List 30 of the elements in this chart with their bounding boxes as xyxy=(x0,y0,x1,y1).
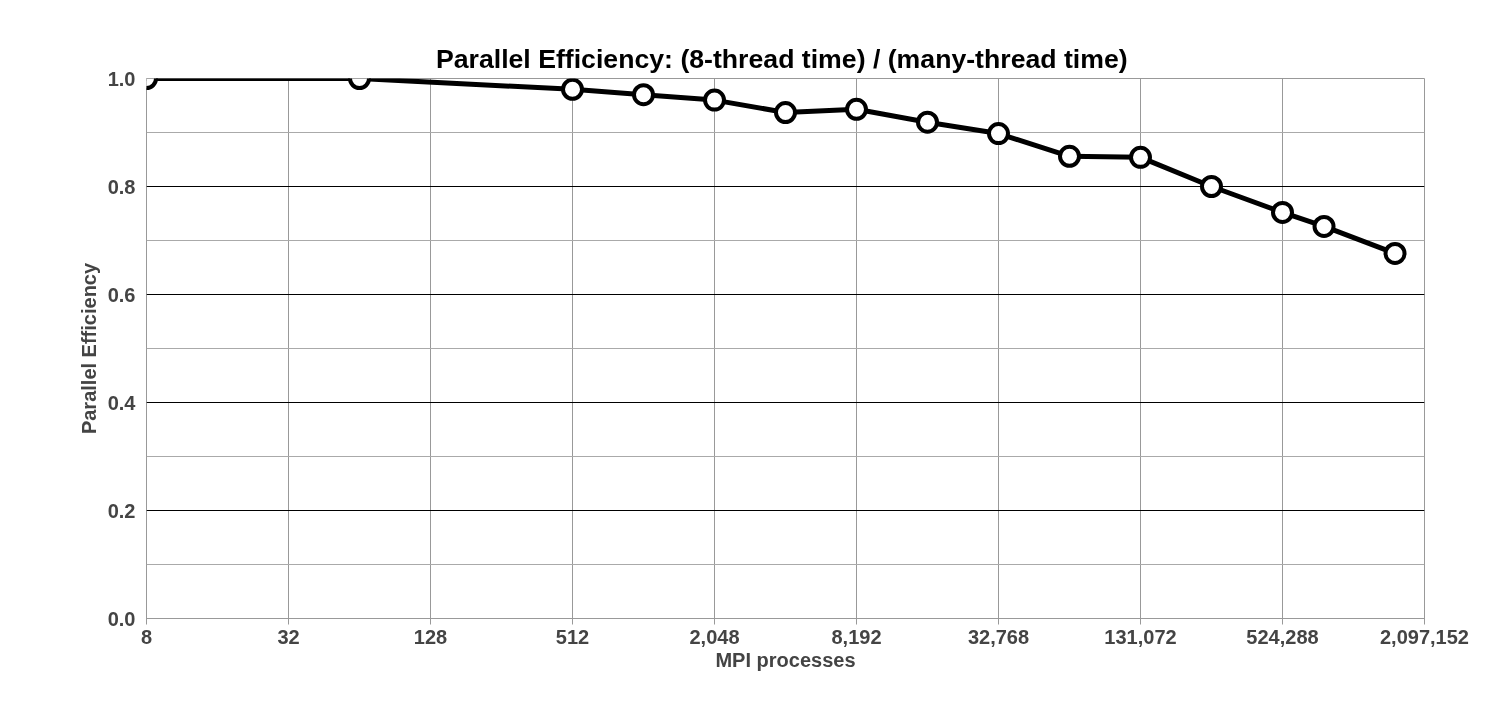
point xyxy=(916,110,939,134)
y-tick-label: 0.4 xyxy=(107,391,137,414)
point xyxy=(987,122,1010,146)
x-tick-label: 128 xyxy=(413,625,448,648)
y-axis-title: Parallel Efficiency xyxy=(77,262,100,435)
point xyxy=(703,88,726,112)
x-tick-label: 131,072 xyxy=(1104,625,1177,648)
x-tick-label: 512 xyxy=(555,625,590,648)
point xyxy=(845,97,868,121)
x-axis-title: MPI processes xyxy=(715,648,856,671)
x-tick-label: 32,768 xyxy=(967,625,1030,648)
x-tick-label: 2,048 xyxy=(689,625,740,648)
y-tick-label: 1.0 xyxy=(107,67,136,90)
point xyxy=(632,83,655,107)
chart-title: Parallel Efficiency: (8-thread time) / (many-thread time) xyxy=(435,43,1128,74)
point xyxy=(1058,144,1081,168)
point xyxy=(1200,175,1223,198)
x-tick-label: 8 xyxy=(140,625,153,648)
x-tick-label: 2,097,152 xyxy=(1380,625,1469,648)
point xyxy=(561,78,584,101)
x-tick-label: 524,288 xyxy=(1246,625,1319,648)
y-tick-label: 0.2 xyxy=(107,499,136,522)
point xyxy=(1129,145,1152,169)
point xyxy=(774,101,797,124)
x-tick-label: 8,192 xyxy=(831,625,882,648)
point xyxy=(1271,200,1294,224)
y-tick-label: 0.0 xyxy=(107,607,136,630)
y-tick-label: 0.6 xyxy=(107,283,136,306)
y-tick-label: 0.8 xyxy=(107,175,136,198)
x-tick-label: 32 xyxy=(277,625,300,648)
